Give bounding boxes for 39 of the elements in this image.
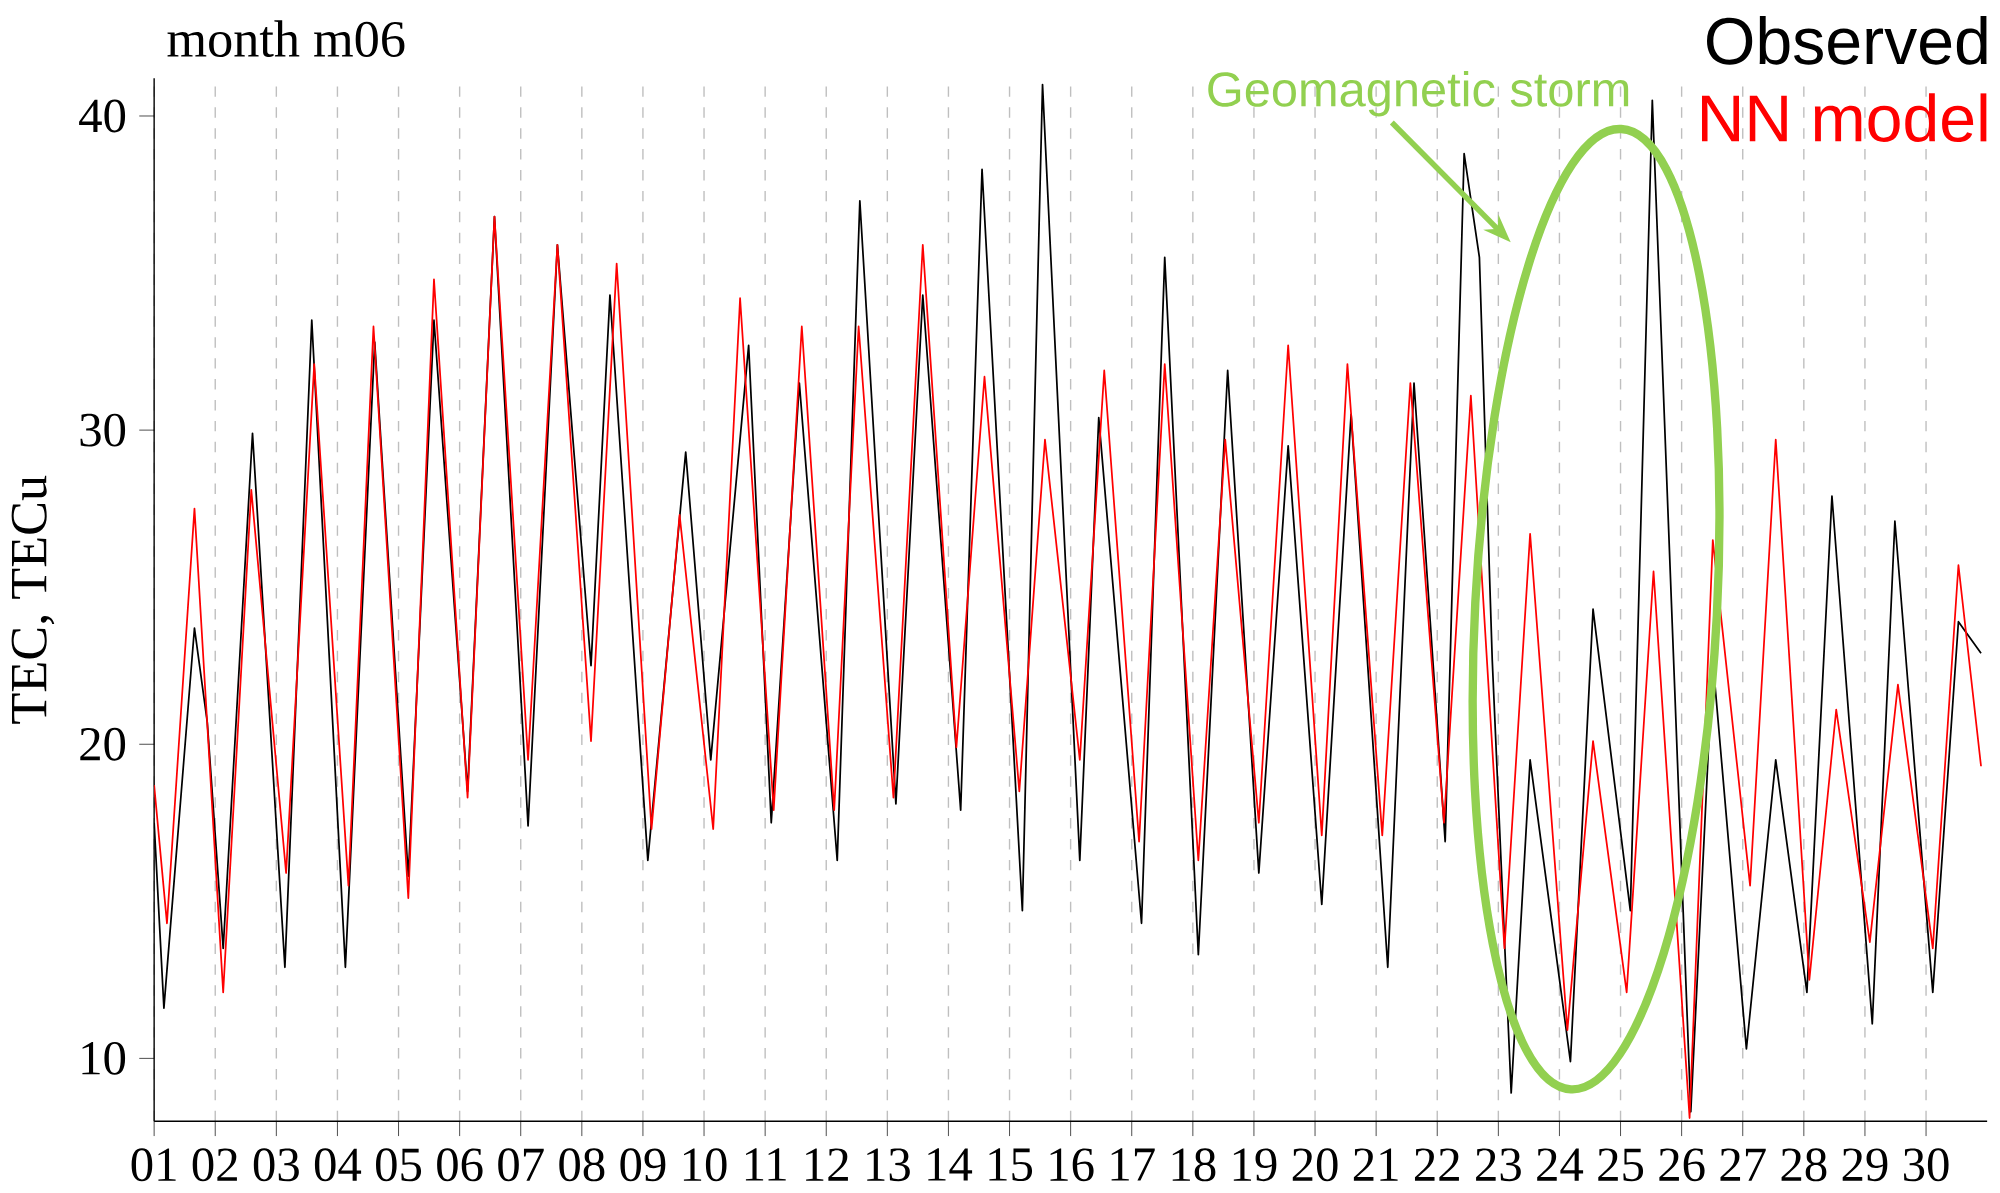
x-tick-label: 12 (806, 1148, 848, 1181)
x-tick-label: 08 (559, 1148, 605, 1182)
x-tick-label: 07 (498, 1148, 544, 1182)
y-axis-title: TEC, TECu (11, 475, 55, 724)
y-tick-label: 40 (79, 99, 126, 133)
x-tick-label: 20 (1292, 1148, 1338, 1182)
text: NN model (1702, 93, 1987, 143)
x-tick-label: 28 (1781, 1148, 1827, 1182)
x-tick-label: 15 (989, 1148, 1033, 1182)
annotation: Geomagnetic storm (1208, 70, 1629, 117)
x-tick-label: 24 (1537, 1148, 1584, 1181)
x-tick-label: 09 (620, 1148, 666, 1182)
x-tick-label: 13 (867, 1148, 910, 1182)
x-tick-label: 05 (376, 1148, 422, 1182)
x-tick-label: 22 (1414, 1148, 1459, 1181)
x-tick-label: 18 (1172, 1148, 1216, 1182)
x-tick-label: 14 (928, 1148, 973, 1181)
x-tick-label: 01 (131, 1148, 176, 1182)
y-tick-label: 20 (80, 727, 126, 761)
x-tick-label: 29 (1842, 1148, 1888, 1182)
x-tick-label: 10 (683, 1148, 727, 1182)
chart-title: month m06 (167, 20, 405, 58)
x-tick-label: 11 (745, 1148, 786, 1181)
x-tick-label: 21 (1353, 1148, 1398, 1181)
x-tick-label: 30 (1904, 1148, 1949, 1182)
x-tick-label: 06 (437, 1148, 483, 1182)
x-tick-label: 25 (1598, 1148, 1644, 1182)
series-label: Observed (1707, 16, 1987, 65)
x-tick-label: 03 (253, 1148, 299, 1182)
x-tick-label: 23 (1476, 1148, 1521, 1182)
y-tick-label: 30 (80, 413, 126, 447)
x-tick-label: 04 (314, 1148, 362, 1182)
x-tick-label: 17 (1111, 1148, 1155, 1181)
x-tick-label: 26 (1659, 1148, 1705, 1182)
x-tick-label: 02 (192, 1148, 237, 1182)
x-tick-label: 16 (1050, 1148, 1094, 1182)
x-tick-label: 19 (1233, 1148, 1277, 1182)
x-tick-label: 27 (1720, 1148, 1766, 1181)
y-tick-label: 10 (82, 1041, 126, 1075)
